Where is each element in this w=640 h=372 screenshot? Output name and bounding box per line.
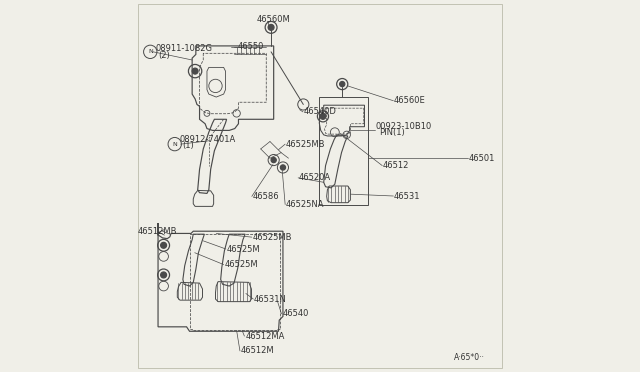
Circle shape: [161, 272, 166, 278]
Text: (1): (1): [182, 141, 194, 151]
Text: 46525MB: 46525MB: [253, 232, 292, 242]
Text: 46540D: 46540D: [303, 108, 336, 116]
Text: N: N: [148, 49, 152, 54]
Circle shape: [271, 157, 276, 163]
Text: (2): (2): [158, 51, 170, 60]
Text: 46512MB: 46512MB: [138, 227, 177, 236]
Circle shape: [268, 25, 274, 31]
Text: PIN(1): PIN(1): [380, 128, 405, 137]
Circle shape: [280, 165, 285, 170]
Text: 46531: 46531: [394, 192, 420, 201]
Text: 46525M: 46525M: [225, 260, 258, 269]
Text: 46520A: 46520A: [299, 173, 331, 182]
Text: 46540: 46540: [282, 310, 308, 318]
Circle shape: [192, 68, 198, 74]
Text: 46525MB: 46525MB: [286, 140, 325, 149]
Text: 46512M: 46512M: [241, 346, 275, 355]
Text: 46531N: 46531N: [254, 295, 287, 304]
Circle shape: [320, 113, 326, 119]
Text: 46560M: 46560M: [257, 16, 291, 25]
Text: 46512MA: 46512MA: [245, 331, 285, 341]
Text: 46512: 46512: [383, 161, 410, 170]
Text: 46525M: 46525M: [227, 244, 260, 253]
Text: 08912-7401A: 08912-7401A: [179, 135, 236, 144]
Text: 46501: 46501: [468, 154, 495, 163]
Circle shape: [161, 242, 166, 248]
Circle shape: [340, 81, 345, 87]
Text: 46525NA: 46525NA: [286, 200, 324, 209]
Text: 46560E: 46560E: [394, 96, 426, 105]
Text: 00923-10B10: 00923-10B10: [376, 122, 432, 131]
Text: N: N: [172, 142, 177, 147]
Text: 46550: 46550: [237, 42, 264, 51]
Text: 08911-1082G: 08911-1082G: [155, 44, 212, 53]
Text: 46586: 46586: [253, 192, 279, 201]
Text: A·65*0··: A·65*0··: [454, 353, 485, 362]
